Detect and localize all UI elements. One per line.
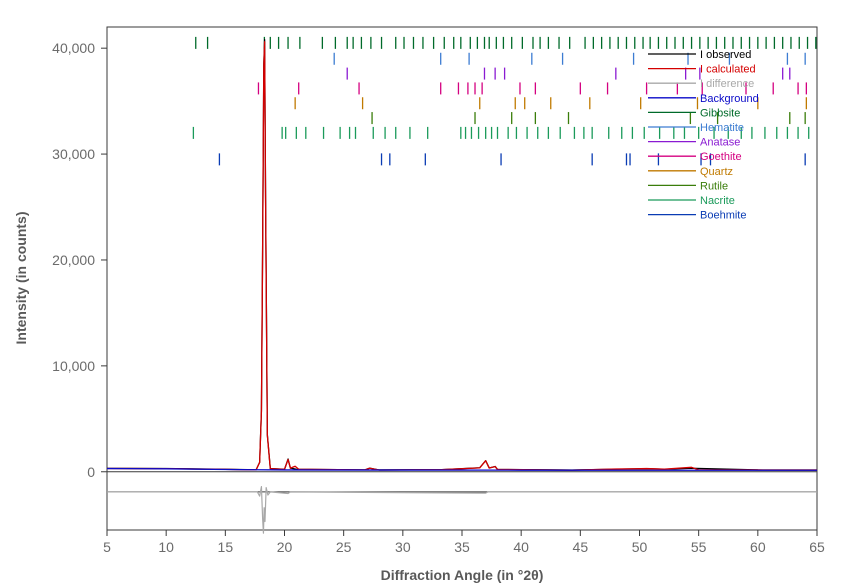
- legend-item-i-observed: I observed: [648, 49, 751, 61]
- legend-item-background: Background: [648, 93, 759, 105]
- legend-label: Rutile: [700, 180, 728, 192]
- legend-label: Gibbsite: [700, 107, 740, 119]
- background-line: [106, 467, 818, 471]
- gibbsite-reflection-ticks: [195, 36, 817, 49]
- legend-item-goethite: Goethite: [648, 151, 742, 163]
- x-tick-label: 55: [691, 539, 707, 555]
- legend-label: Nacrite: [700, 195, 735, 207]
- y-tick-label: 40,000: [52, 40, 95, 56]
- goethite-reflection-ticks: [257, 82, 807, 95]
- legend-label: Background: [700, 93, 759, 105]
- i-difference-line: [107, 485, 817, 534]
- x-tick-label: 60: [750, 539, 766, 555]
- rutile-reflection-ticks: [371, 112, 806, 125]
- y-axis: 0 10,000 20,000 30,000 40,000: [52, 40, 107, 480]
- legend: I observed I calculated I difference Backgr…: [648, 49, 759, 222]
- hematite-reflection-ticks: [333, 52, 806, 65]
- legend-item-nacrite: Nacrite: [648, 195, 735, 207]
- boehmite-reflection-ticks: [218, 153, 806, 166]
- legend-label: Goethite: [700, 151, 742, 163]
- legend-label: Quartz: [700, 166, 733, 178]
- x-axis: 5 10 15 20 25 30 35 40 45 50 55 60 65: [103, 530, 825, 555]
- legend-item-quartz: Quartz: [648, 166, 733, 178]
- legend-label: I difference: [700, 78, 754, 90]
- nacrite-reflection-ticks: [192, 126, 810, 139]
- x-tick-label: 50: [632, 539, 648, 555]
- legend-label: Boehmite: [700, 210, 746, 222]
- x-tick-label: 65: [809, 539, 825, 555]
- x-tick-label: 5: [103, 539, 111, 555]
- legend-item-anatase: Anatase: [648, 137, 740, 149]
- plot-area: [106, 26, 818, 531]
- legend-item-gibbsite: Gibbsite: [648, 107, 740, 119]
- x-axis-title: Diffraction Angle (in °2θ): [381, 567, 544, 583]
- x-tick-label: 30: [395, 539, 411, 555]
- legend-item-i-calculated: I calculated: [648, 64, 756, 76]
- y-axis-title: Intensity (in counts): [13, 212, 29, 345]
- quartz-reflection-ticks: [294, 97, 807, 110]
- y-tick-label: 0: [87, 464, 95, 480]
- legend-label: Anatase: [700, 137, 740, 149]
- legend-item-rutile: Rutile: [648, 180, 728, 192]
- x-tick-label: 40: [513, 539, 529, 555]
- x-tick-label: 45: [573, 539, 589, 555]
- y-tick-label: 10,000: [52, 358, 95, 374]
- x-tick-label: 20: [277, 539, 293, 555]
- legend-item-boehmite: Boehmite: [648, 210, 746, 222]
- legend-label: Hematite: [700, 122, 744, 134]
- legend-label: I calculated: [700, 64, 756, 76]
- x-tick-label: 25: [336, 539, 352, 555]
- legend-label: I observed: [700, 49, 751, 61]
- x-tick-label: 15: [218, 539, 234, 555]
- legend-item-i-difference: I difference: [648, 78, 754, 90]
- legend-item-hematite: Hematite: [648, 122, 744, 134]
- y-tick-label: 20,000: [52, 252, 95, 268]
- x-tick-label: 10: [158, 539, 174, 555]
- y-tick-label: 30,000: [52, 146, 95, 162]
- anatase-reflection-ticks: [346, 67, 791, 80]
- series-layer: [106, 36, 818, 534]
- x-tick-label: 35: [454, 539, 470, 555]
